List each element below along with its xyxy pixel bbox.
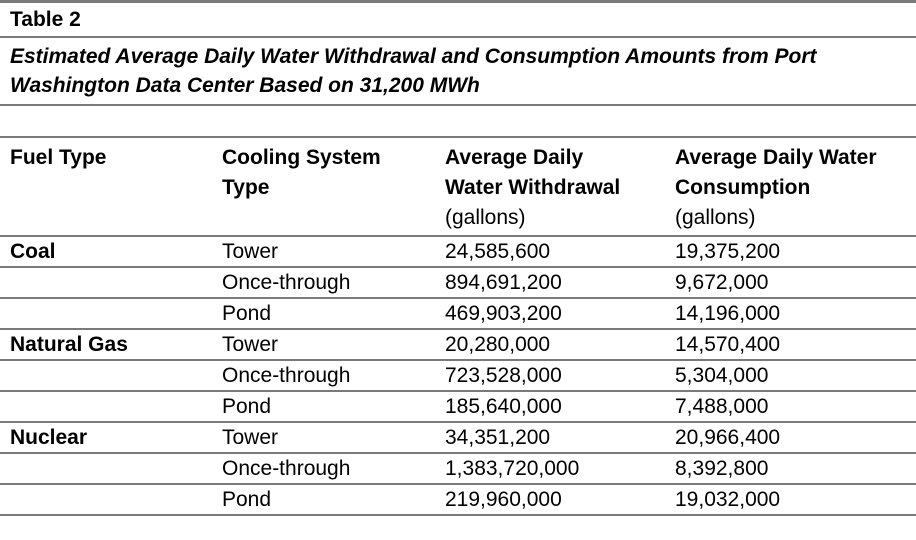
table-row: Once-through 1,383,720,000 8,392,800	[0, 453, 916, 484]
cell-fuel-type	[0, 360, 222, 391]
cell-withdrawal: 24,585,600	[445, 239, 551, 263]
column-header-withdrawal: Average Daily Water Withdrawal (gallons)	[445, 137, 675, 236]
cell-cooling-system: Once-through	[222, 456, 351, 480]
cell-withdrawal: 219,960,000	[445, 487, 562, 511]
column-unit: (gallons)	[675, 206, 756, 229]
cell-withdrawal: 34,351,200	[445, 425, 551, 449]
cell-consumption: 20,966,400	[675, 425, 781, 449]
cell-cooling-system: Tower	[222, 332, 279, 356]
cell-withdrawal: 20,280,000	[445, 332, 551, 356]
column-title: Cooling System Type	[222, 146, 381, 199]
cell-cooling-system: Pond	[222, 487, 272, 511]
cell-cooling-system: Pond	[222, 394, 272, 418]
cell-consumption: 14,196,000	[675, 301, 781, 325]
table-row: Once-through 723,528,000 5,304,000	[0, 360, 916, 391]
cell-fuel-type: Natural Gas	[10, 332, 128, 356]
water-usage-table: Fuel Type Cooling System Type Average Da…	[0, 136, 916, 516]
table-row: Natural Gas Tower 20,280,000 14,570,400	[0, 329, 916, 360]
table-row: Coal Tower 24,585,600 19,375,200	[0, 236, 916, 267]
header-row: Fuel Type Cooling System Type Average Da…	[0, 137, 916, 236]
column-title: Average Daily Water Withdrawal	[445, 146, 621, 199]
cell-cooling-system: Tower	[222, 425, 279, 449]
cell-fuel-type	[0, 391, 222, 422]
table-row: Once-through 894,691,200 9,672,000	[0, 267, 916, 298]
column-header-cooling-system: Cooling System Type	[222, 137, 445, 236]
cell-fuel-type	[0, 267, 222, 298]
cell-consumption: 19,375,200	[675, 239, 781, 263]
cell-fuel-type	[0, 298, 222, 329]
table-row: Pond 219,960,000 19,032,000	[0, 484, 916, 515]
column-unit: (gallons)	[445, 206, 526, 229]
column-title: Fuel Type	[10, 146, 107, 169]
cell-cooling-system: Once-through	[222, 270, 351, 294]
cell-withdrawal: 723,528,000	[445, 363, 562, 387]
cell-consumption: 14,570,400	[675, 332, 781, 356]
cell-cooling-system: Once-through	[222, 363, 351, 387]
cell-withdrawal: 894,691,200	[445, 270, 562, 294]
table-row: Nuclear Tower 34,351,200 20,966,400	[0, 422, 916, 453]
cell-consumption: 9,672,000	[675, 270, 769, 294]
table-body: Coal Tower 24,585,600 19,375,200 Once-th…	[0, 236, 916, 515]
table-row: Pond 185,640,000 7,488,000	[0, 391, 916, 422]
cell-fuel-type	[0, 484, 222, 515]
cell-cooling-system: Tower	[222, 239, 279, 263]
cell-fuel-type: Coal	[10, 239, 56, 263]
table-number-label: Table 2	[0, 0, 916, 38]
cell-consumption: 8,392,800	[675, 456, 769, 480]
cell-withdrawal: 469,903,200	[445, 301, 562, 325]
cell-withdrawal: 185,640,000	[445, 394, 562, 418]
cell-consumption: 19,032,000	[675, 487, 781, 511]
table-caption: Estimated Average Daily Water Withdrawal…	[0, 38, 916, 106]
cell-consumption: 7,488,000	[675, 394, 769, 418]
table-row: Pond 469,903,200 14,196,000	[0, 298, 916, 329]
column-header-consumption: Average Daily Water Consumption (gallons…	[675, 137, 916, 236]
caption-table-gap	[0, 106, 916, 136]
cell-consumption: 5,304,000	[675, 363, 769, 387]
table-header: Fuel Type Cooling System Type Average Da…	[0, 137, 916, 236]
column-header-fuel-type: Fuel Type	[0, 137, 222, 236]
cell-cooling-system: Pond	[222, 301, 272, 325]
cell-withdrawal: 1,383,720,000	[445, 456, 580, 480]
column-title: Average Daily Water Consumption	[675, 146, 877, 199]
cell-fuel-type: Nuclear	[10, 425, 88, 449]
cell-fuel-type	[0, 453, 222, 484]
